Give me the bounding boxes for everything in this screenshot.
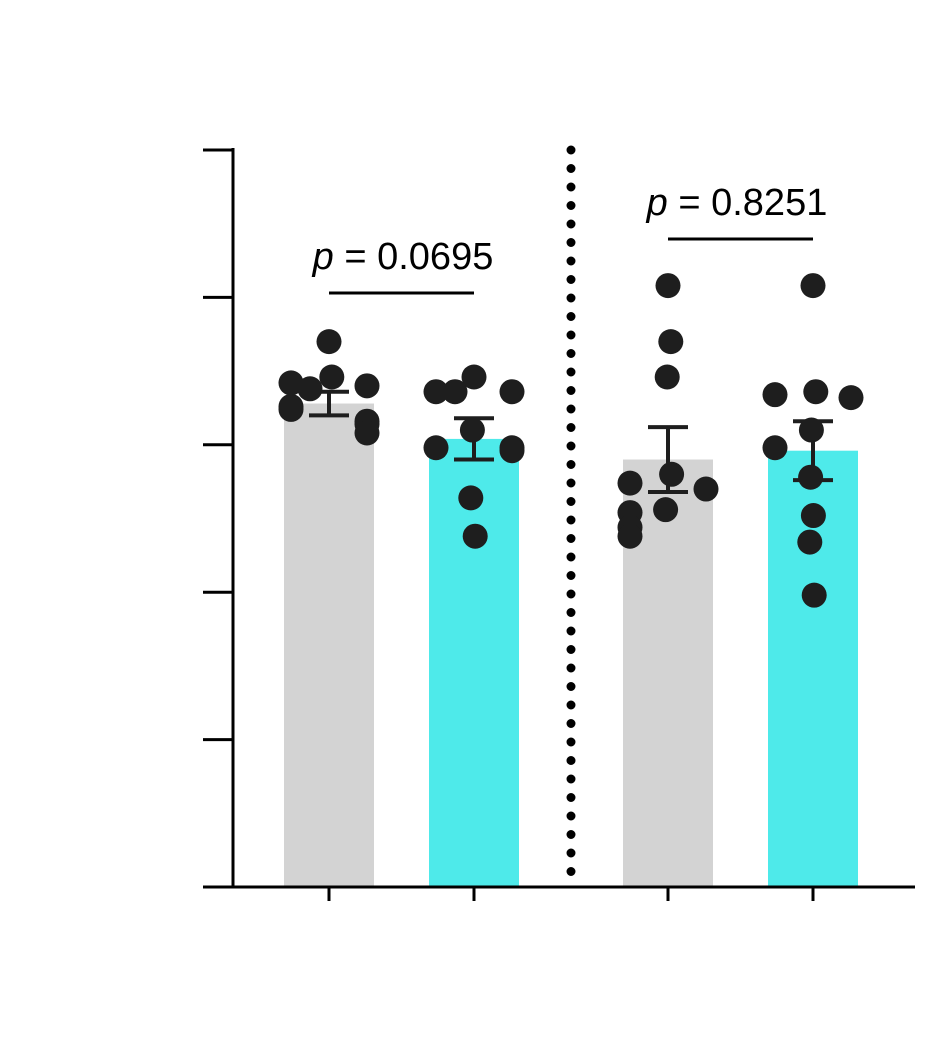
data-point <box>803 379 829 405</box>
data-point <box>800 273 826 299</box>
data-point <box>278 370 304 396</box>
data-point <box>499 379 525 405</box>
data-point <box>354 420 380 446</box>
data-point <box>423 379 449 405</box>
data-point <box>797 529 823 555</box>
data-point <box>297 376 323 402</box>
data-point <box>653 497 679 523</box>
data-point <box>462 523 488 549</box>
data-point <box>801 582 827 608</box>
data-point <box>838 385 864 411</box>
data-point <box>316 329 342 355</box>
data-point <box>617 523 643 549</box>
p-symbol: p <box>312 236 334 278</box>
data-point <box>278 396 304 422</box>
p-value-annotation: p = 0.8251 <box>646 182 828 224</box>
data-point <box>442 379 468 405</box>
p-value-text: = 0.8251 <box>668 182 828 224</box>
data-point <box>617 470 643 496</box>
data-point <box>319 364 345 390</box>
p-symbol: p <box>646 182 668 224</box>
bar-fast-wt <box>284 403 374 887</box>
data-point <box>461 364 487 390</box>
data-point <box>458 485 484 511</box>
data-point <box>655 273 681 299</box>
data-point <box>693 476 719 502</box>
bar-fast-ncan <box>429 438 519 887</box>
data-point <box>762 435 788 461</box>
data-point <box>800 503 826 529</box>
data-point <box>499 438 525 464</box>
data-point <box>798 464 824 490</box>
data-point <box>762 382 788 408</box>
data-point <box>659 461 685 487</box>
data-point <box>658 329 684 355</box>
data-point <box>354 373 380 399</box>
p-value-annotation: p = 0.0695 <box>312 236 494 278</box>
data-point <box>423 435 449 461</box>
p-value-text: = 0.0695 <box>334 236 494 278</box>
data-point <box>654 364 680 390</box>
